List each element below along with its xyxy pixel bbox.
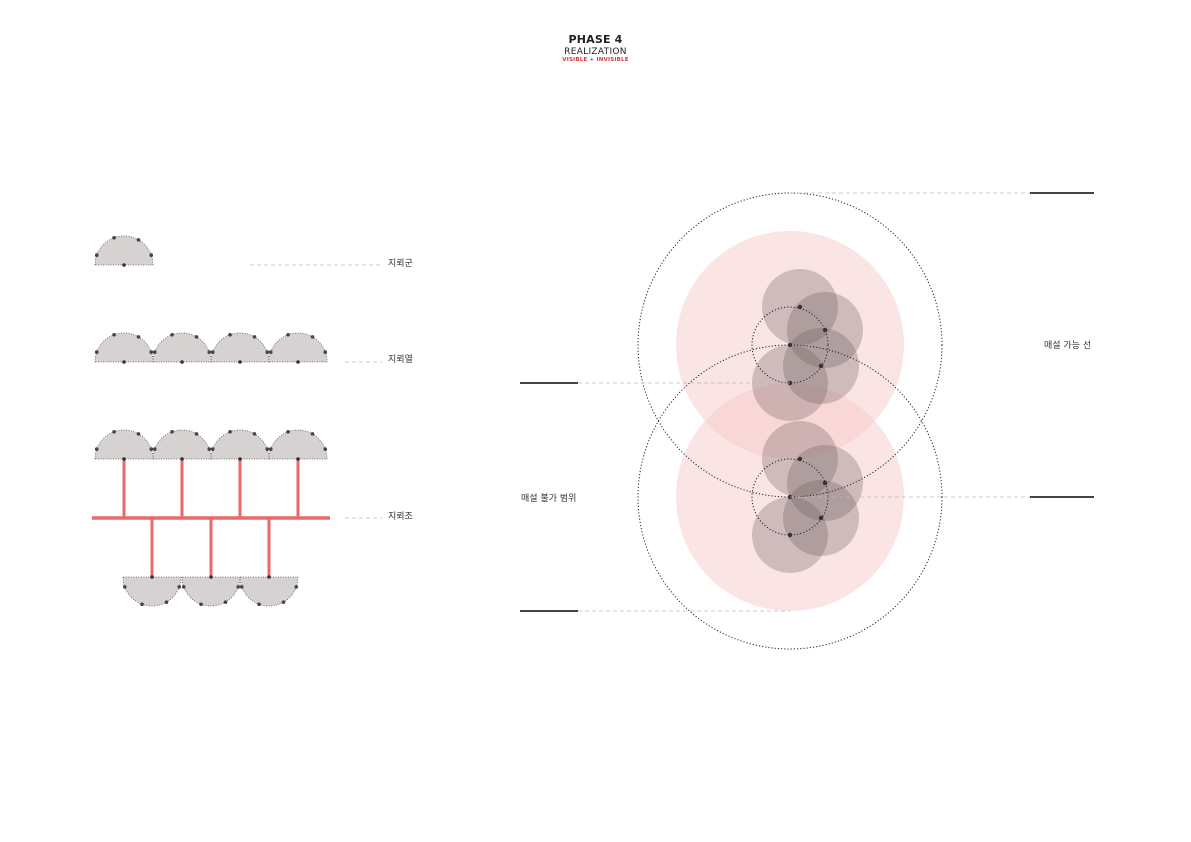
mine-dome: [268, 429, 328, 460]
dome-point: [140, 602, 144, 607]
dome-center-point: [238, 457, 242, 461]
dome-point: [310, 335, 315, 339]
dome-point: [294, 585, 299, 589]
mine-dome: [181, 576, 241, 607]
marker-bars: [520, 192, 1094, 612]
dome-center-point: [296, 360, 300, 364]
dome-point: [177, 585, 182, 589]
dome-center-point: [150, 575, 154, 579]
dome-point: [239, 585, 244, 589]
dome-point: [210, 447, 215, 451]
dome-point: [323, 447, 328, 451]
dome-point: [122, 585, 127, 589]
mine-dome: [268, 332, 328, 363]
dome-point: [149, 447, 154, 451]
label-possible-line: 매설 가능 선: [1044, 341, 1092, 351]
dome-point: [207, 447, 212, 451]
dome-point: [112, 429, 116, 434]
dome-point: [199, 602, 203, 607]
mine-dome: [210, 332, 270, 363]
mine-point: [787, 342, 793, 348]
dome-point: [112, 235, 116, 240]
mine-dome: [239, 576, 299, 607]
mine-point: [818, 363, 824, 369]
dome-point: [228, 429, 232, 434]
mine-dome: [152, 332, 212, 363]
dome-point: [252, 432, 257, 436]
dome-center-point: [122, 263, 126, 267]
dome-point: [136, 335, 141, 339]
dome-center-point: [209, 575, 213, 579]
dome-center-point: [122, 360, 126, 364]
range-circle-lower: [637, 344, 943, 650]
dome-point: [136, 238, 141, 242]
dome-center-point: [180, 360, 184, 364]
dome-point: [268, 447, 273, 451]
phase-title: PHASE 4: [568, 33, 623, 46]
mine-dome: [94, 235, 154, 266]
dome-point: [286, 429, 290, 434]
dome-point: [112, 332, 116, 337]
dome-point: [164, 600, 169, 604]
dome-point: [194, 432, 199, 436]
dome-point: [323, 350, 328, 354]
dome-point: [265, 447, 270, 451]
dome-point: [265, 350, 270, 354]
label-impossible-range: 매설 불가 범위: [521, 494, 577, 504]
range-circle-upper: [637, 192, 943, 498]
dome-point: [149, 350, 154, 354]
dome-point: [152, 350, 157, 354]
left-diagram: [92, 235, 382, 607]
mine-dome: [210, 429, 270, 460]
mine-point: [822, 480, 828, 486]
mine-point: [797, 456, 803, 462]
dome-center-point: [180, 457, 184, 461]
dome-point: [170, 332, 174, 337]
dome-point: [286, 332, 290, 337]
leader-lines: [578, 192, 1030, 612]
dome-point: [281, 600, 286, 604]
dome-point: [207, 350, 212, 354]
dome-point: [252, 335, 257, 339]
dome-point: [268, 350, 273, 354]
mine-points: [787, 304, 828, 538]
dome-point: [149, 253, 154, 257]
label-mine-row: 지뢰열: [388, 355, 413, 365]
dome-point: [152, 447, 157, 451]
section-subtitle: VISIBLE + INVISIBLE: [562, 57, 629, 63]
dome-point: [194, 335, 199, 339]
dome-point: [228, 332, 232, 337]
mine-point: [818, 515, 824, 521]
dome-point: [170, 429, 174, 434]
mine-point: [797, 304, 803, 310]
dome-point: [94, 447, 99, 451]
dome-point: [223, 600, 228, 604]
mine-dome: [94, 332, 154, 363]
dome-center-point: [238, 360, 242, 364]
dome-point: [310, 432, 315, 436]
inner-range-upper: [751, 306, 829, 384]
dome-point: [181, 585, 186, 589]
dome-point: [94, 350, 99, 354]
dome-center-point: [296, 457, 300, 461]
dome-point: [136, 432, 141, 436]
mine-point: [822, 327, 828, 333]
mine-point: [787, 532, 793, 538]
label-mine-set: 지뢰조: [388, 512, 413, 522]
mine-dome: [122, 576, 182, 607]
dome-point: [210, 350, 215, 354]
dome-point: [94, 253, 99, 257]
dome-point: [257, 602, 261, 607]
label-mine-group: 지뢰군: [388, 259, 413, 269]
section-title: REALIZATION: [564, 47, 627, 57]
mine-dome: [152, 429, 212, 460]
mine-dome: [94, 429, 154, 460]
dome-center-point: [122, 457, 126, 461]
dome-point: [236, 585, 241, 589]
dome-center-point: [267, 575, 271, 579]
right-diagram: [520, 192, 1094, 650]
